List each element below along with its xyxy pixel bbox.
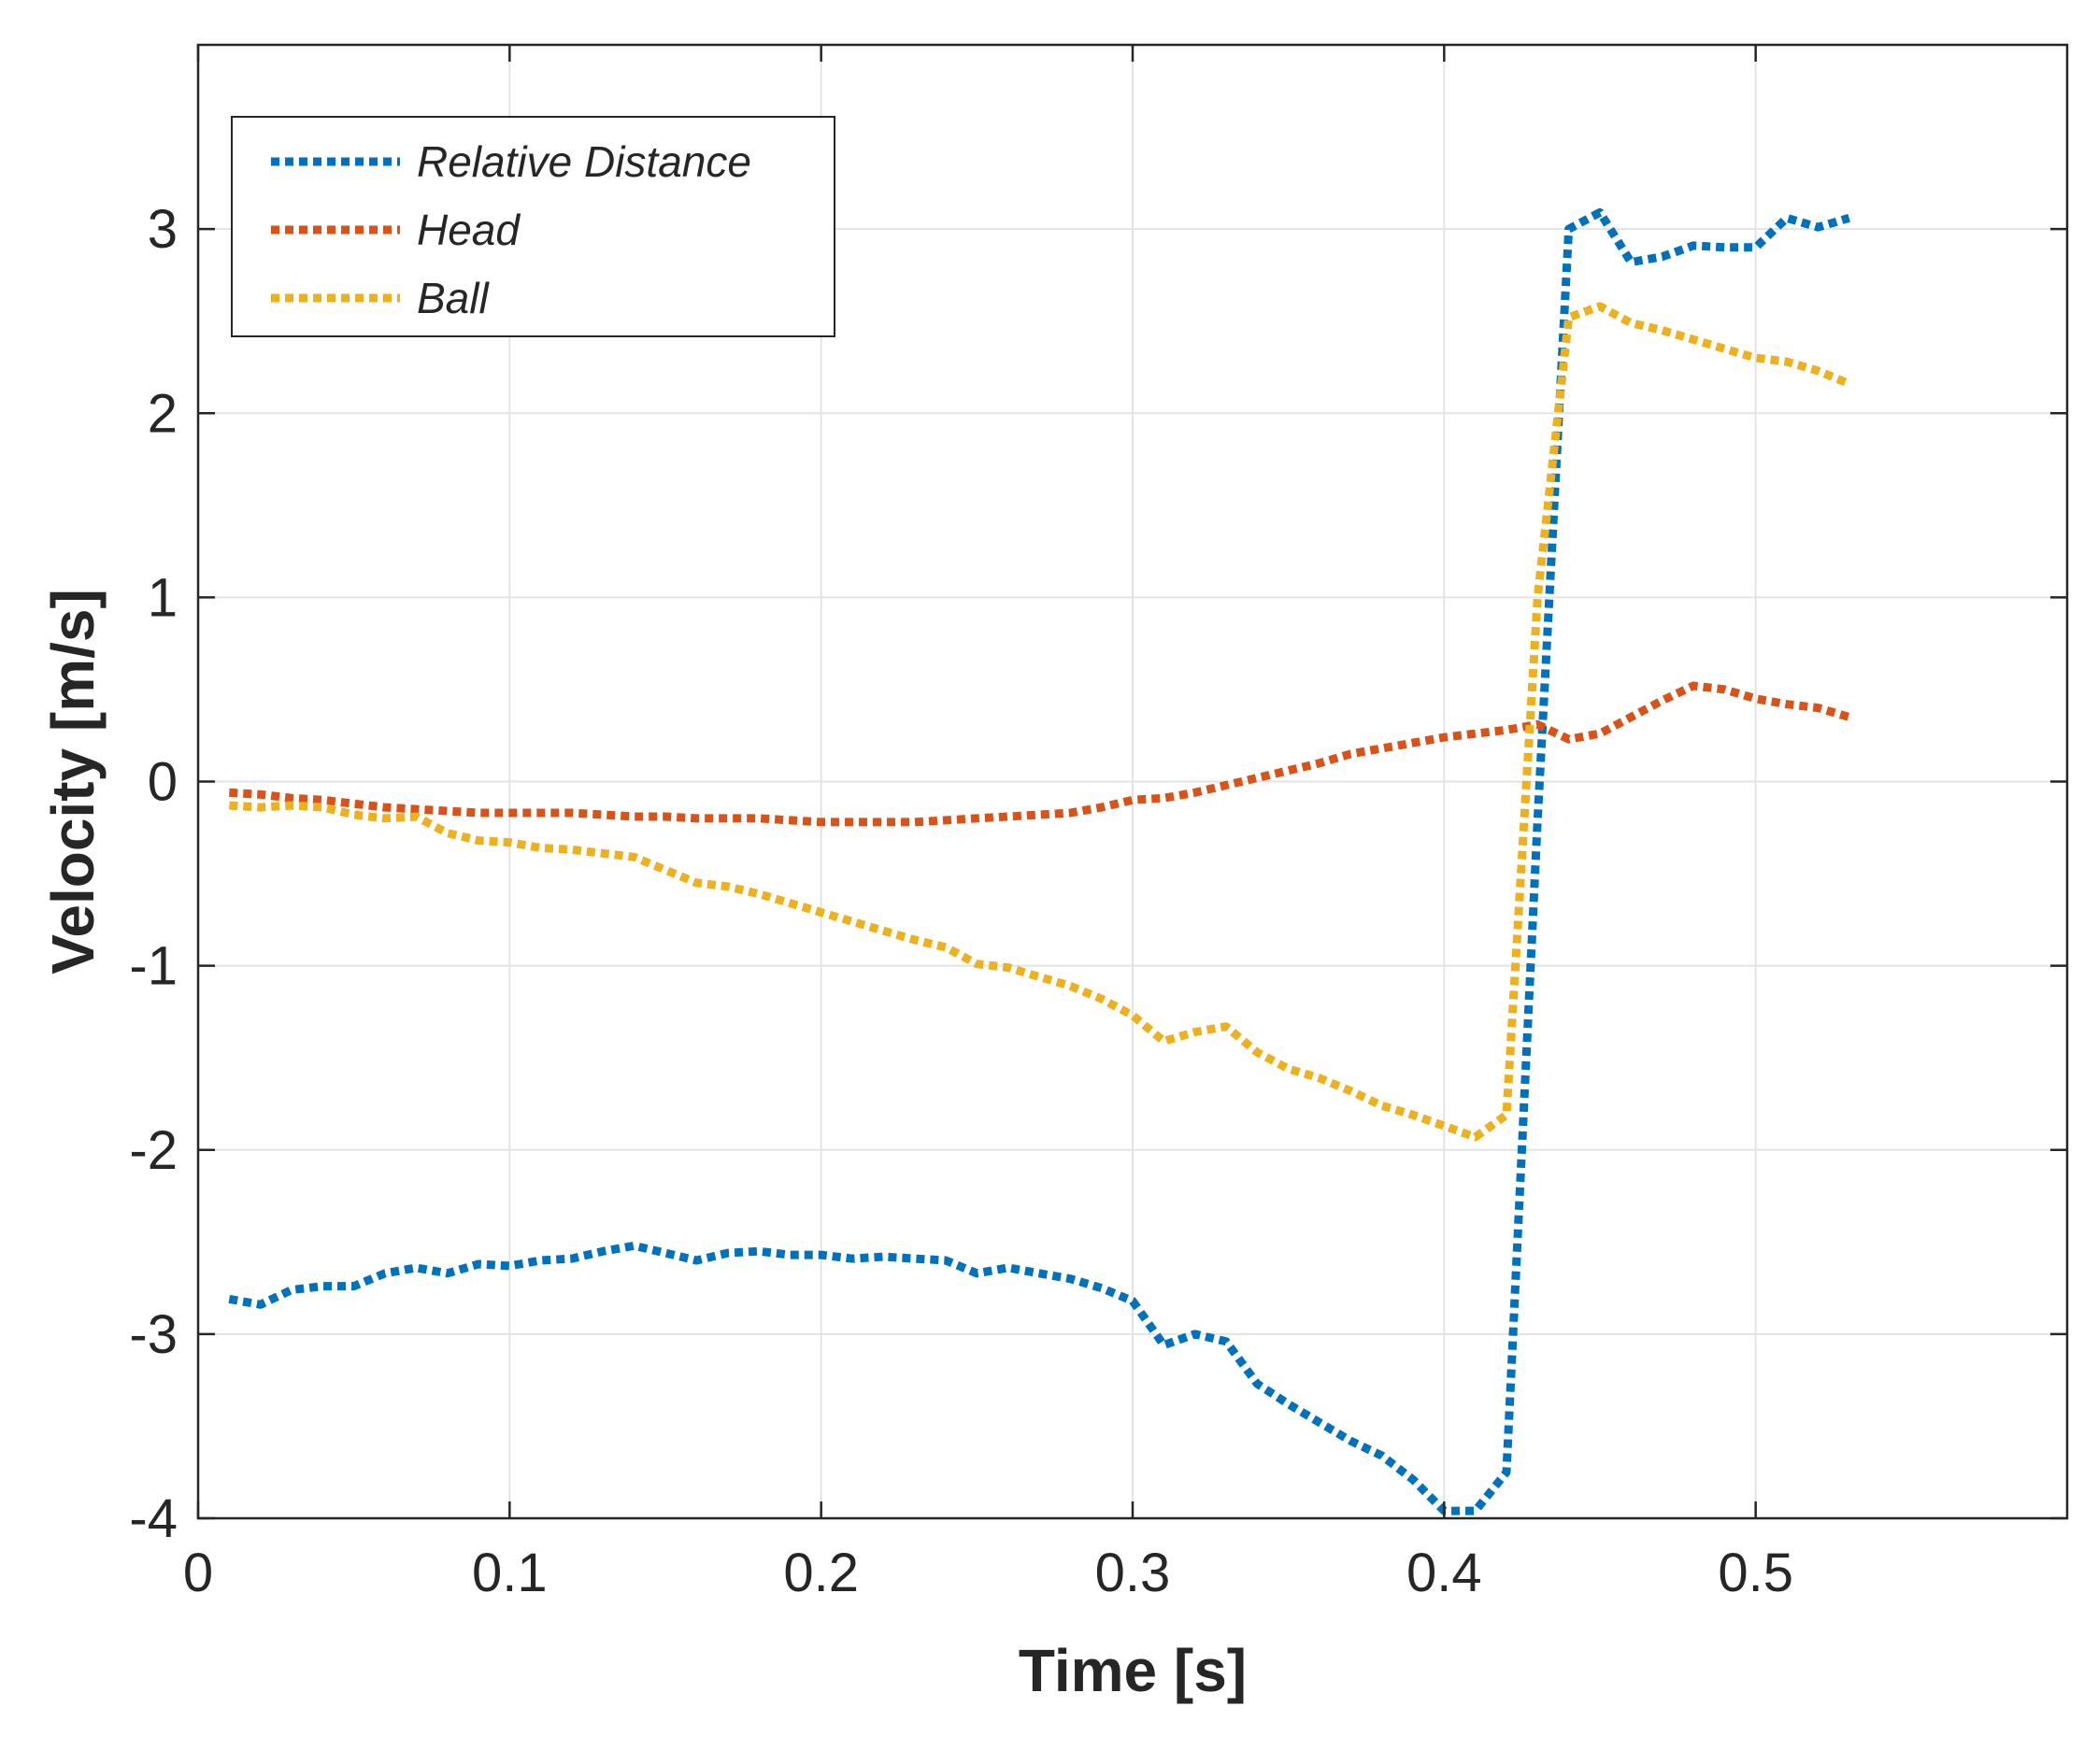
- y-tick-labels: -4 -3 -2 -1 0 1 2 3: [129, 199, 178, 1549]
- x-tick-label: 0.4: [1406, 1543, 1482, 1603]
- x-tick-label: 0.1: [472, 1543, 548, 1603]
- y-tick-label: 0: [148, 752, 178, 813]
- x-tick-labels: 0 0.1 0.2 0.3 0.4 0.5: [183, 1543, 1793, 1603]
- series-line-head: [229, 681, 1850, 827]
- legend-label-relative-distance: Relative Distance: [417, 137, 751, 186]
- y-tick-label: -1: [129, 936, 178, 997]
- y-tick-label: 3: [148, 199, 178, 260]
- series-line-relative-distance: [228, 207, 1850, 1515]
- series-lines: [228, 207, 1851, 1515]
- legend-label-head: Head: [417, 206, 521, 254]
- axis-ticks: [196, 45, 2067, 1520]
- y-tick-label: 1: [148, 567, 178, 628]
- x-tick-label: 0.3: [1095, 1543, 1171, 1603]
- y-axis-title: Velocity [m/s]: [39, 589, 107, 974]
- y-tick-label: -4: [129, 1488, 178, 1549]
- x-axis-title: Time [s]: [1019, 1637, 1247, 1704]
- legend-label-ball: Ball: [417, 274, 490, 322]
- legend: Relative Distance Head Ball: [231, 116, 835, 337]
- y-tick-label: -3: [129, 1304, 178, 1365]
- x-tick-label: 0: [183, 1543, 213, 1603]
- y-tick-label: 2: [148, 383, 178, 444]
- x-tick-label: 0.2: [783, 1543, 859, 1603]
- y-tick-label: -2: [129, 1120, 178, 1181]
- x-tick-label: 0.5: [1718, 1543, 1793, 1603]
